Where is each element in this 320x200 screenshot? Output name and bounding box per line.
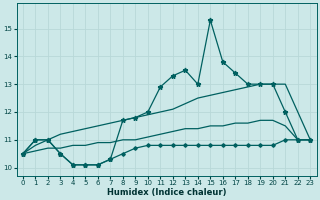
X-axis label: Humidex (Indice chaleur): Humidex (Indice chaleur)	[107, 188, 226, 197]
